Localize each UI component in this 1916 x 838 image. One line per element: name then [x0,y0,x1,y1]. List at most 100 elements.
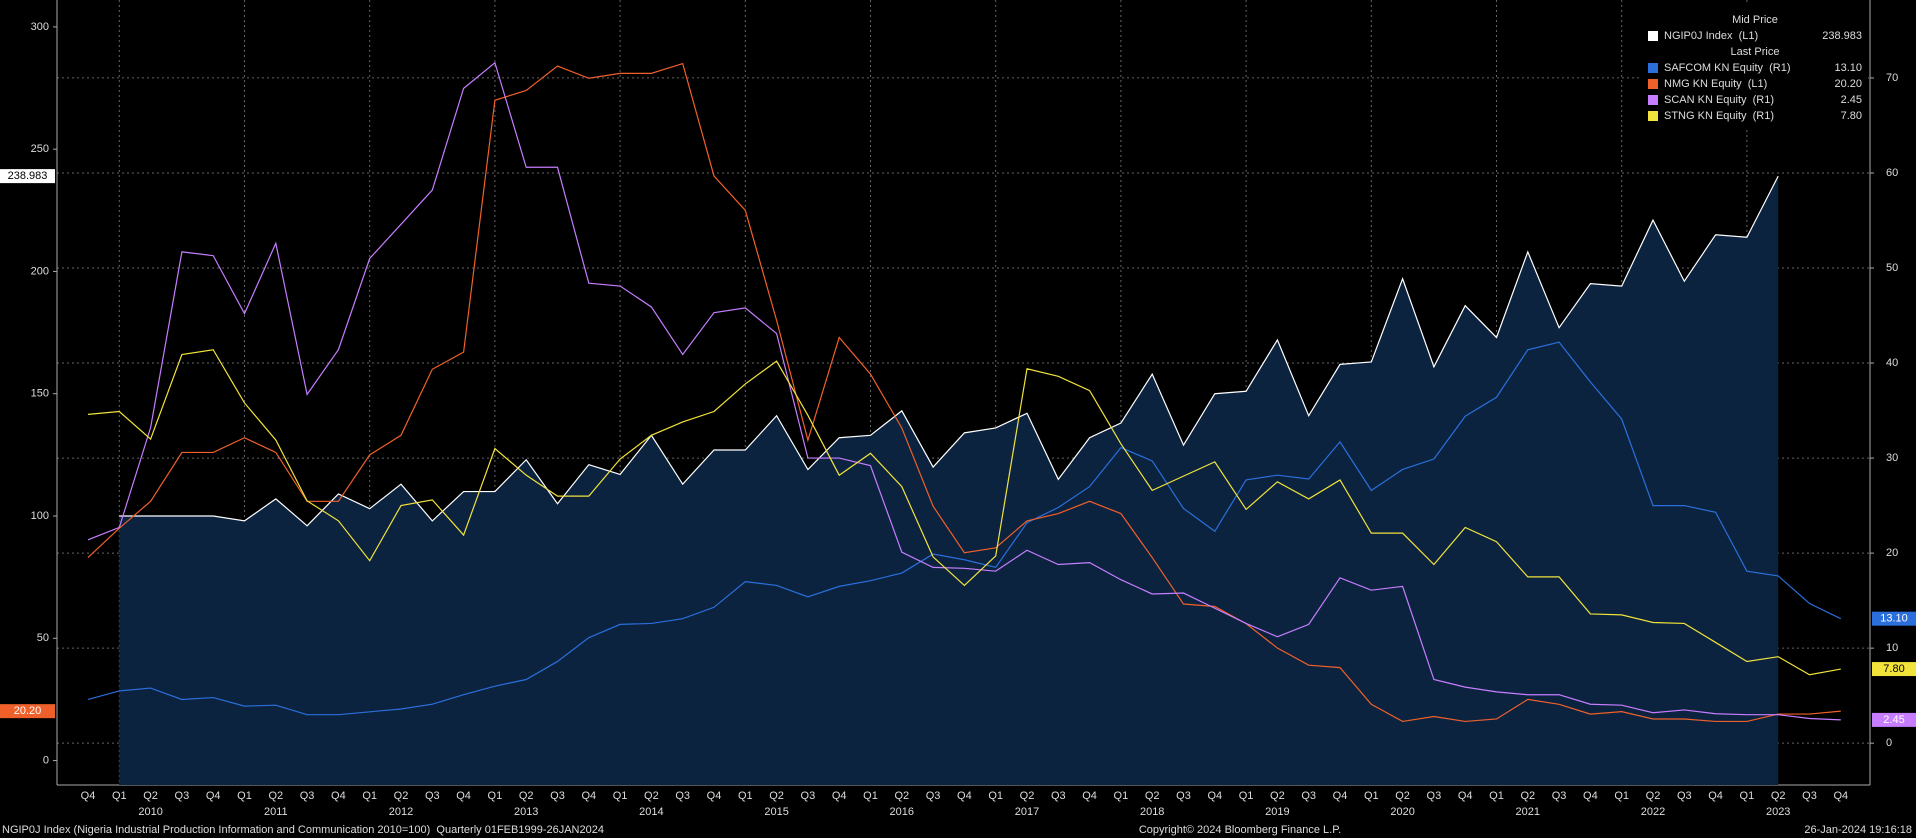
x-tick-label: Q2 [1020,790,1035,802]
year-label: 2018 [1140,806,1164,818]
x-tick-label: Q1 [488,790,503,802]
x-tick-label: Q1 [1114,790,1129,802]
x-tick-label: Q3 [550,790,565,802]
legend-label: STNG KN Equity (R1) [1664,110,1774,122]
y-tick-label: 50 [37,632,49,644]
x-tick-label: Q3 [1552,790,1567,802]
x-tick-label: Q1 [1239,790,1254,802]
x-tick-label: Q1 [112,790,127,802]
legend-label: NMG KN Equity (L1) [1664,78,1767,90]
value-label: 238.983 [8,170,48,182]
legend-header: Mid Price [1732,14,1778,26]
series-line [87,341,1842,716]
x-tick-label: Q1 [613,790,628,802]
x-tick-label: Q3 [801,790,816,802]
x-tick-label: Q3 [926,790,941,802]
value-label: 13.10 [1880,613,1908,625]
x-tick-label: Q1 [362,790,377,802]
y-tick-label: 100 [31,510,49,522]
legend-swatch [1648,111,1658,121]
x-tick-label: Q4 [456,790,471,802]
year-label: 2012 [389,806,413,818]
x-tick-label: Q4 [957,790,972,802]
year-label: 2013 [514,806,538,818]
x-tick-label: Q3 [675,790,690,802]
y-tick-label: 200 [31,265,49,277]
year-label: 2011 [264,806,288,818]
x-tick-label: Q3 [1427,790,1442,802]
year-label: 2019 [1265,806,1289,818]
year-label: 2015 [764,806,788,818]
year-label: 2022 [1641,806,1665,818]
legend-label: NGIP0J Index (L1) [1664,30,1758,42]
series-line [87,62,1841,723]
x-tick-label: Q3 [1802,790,1817,802]
footer-left: NGIP0J Index (Nigeria Industrial Product… [2,824,604,836]
legend-value: 2.45 [1841,94,1862,106]
legend-swatch [1648,95,1658,105]
y-tick-label: 0 [43,754,49,766]
x-tick-label: Q3 [1051,790,1066,802]
y-tick-label: 250 [31,143,49,155]
series-line [119,175,1779,527]
x-tick-label: Q2 [644,790,659,802]
legend-value: 238.983 [1822,30,1862,42]
x-tick-label: Q2 [1771,790,1786,802]
x-tick-label: Q2 [1520,790,1535,802]
x-tick-label: Q4 [832,790,847,802]
footer-right: 26-Jan-2024 19:16:18 [1804,824,1912,836]
x-tick-label: Q2 [519,790,534,802]
y2-tick-label: 10 [1886,642,1898,654]
y2-tick-label: 70 [1886,72,1898,84]
x-tick-label: Q1 [863,790,878,802]
x-tick-label: Q4 [581,790,596,802]
legend-swatch [1648,31,1658,41]
year-label: 2016 [890,806,914,818]
x-tick-label: Q1 [1740,790,1755,802]
value-label: 20.20 [14,705,42,717]
x-tick-label: Q4 [1583,790,1598,802]
value-badge [1872,662,1916,677]
legend-box [1640,3,1868,128]
legend-label: SCAN KN Equity (R1) [1664,94,1774,106]
x-tick-label: Q4 [206,790,221,802]
x-tick-label: Q3 [175,790,190,802]
x-tick-label: Q1 [1364,790,1379,802]
x-tick-label: Q2 [268,790,283,802]
footer-center: Copyright© 2024 Bloomberg Finance L.P. [1139,824,1341,836]
x-tick-label: Q2 [1270,790,1285,802]
value-label: 2.45 [1883,714,1904,726]
legend-swatch [1648,79,1658,89]
value-badge [1872,611,1916,626]
x-tick-label: Q3 [300,790,315,802]
x-tick-label: Q3 [1301,790,1316,802]
series-line [87,61,1841,721]
x-tick-label: Q4 [1458,790,1473,802]
legend-value: 20.20 [1834,78,1862,90]
x-tick-label: Q3 [425,790,440,802]
value-badge [0,704,55,719]
x-tick-label: Q4 [81,790,96,802]
x-tick-label: Q4 [1708,790,1723,802]
y2-tick-label: 40 [1886,357,1898,369]
x-tick-label: Q2 [894,790,909,802]
x-tick-label: Q2 [769,790,784,802]
x-tick-label: Q4 [1333,790,1348,802]
y2-tick-label: 50 [1886,262,1898,274]
year-label: 2020 [1390,806,1414,818]
x-tick-label: Q3 [1677,790,1692,802]
area [119,176,1779,785]
x-tick-label: Q4 [1833,790,1848,802]
value-badge [0,169,55,184]
legend-value: 13.10 [1834,62,1862,74]
x-tick-label: Q1 [237,790,252,802]
x-tick-label: Q2 [1395,790,1410,802]
legend-header: Last Price [1731,46,1780,58]
year-label: 2010 [138,806,162,818]
x-tick-label: Q2 [1145,790,1160,802]
legend-label: SAFCOM KN Equity (R1) [1664,62,1791,74]
y2-tick-label: 20 [1886,547,1898,559]
x-tick-label: Q4 [1207,790,1222,802]
x-tick-label: Q1 [738,790,753,802]
